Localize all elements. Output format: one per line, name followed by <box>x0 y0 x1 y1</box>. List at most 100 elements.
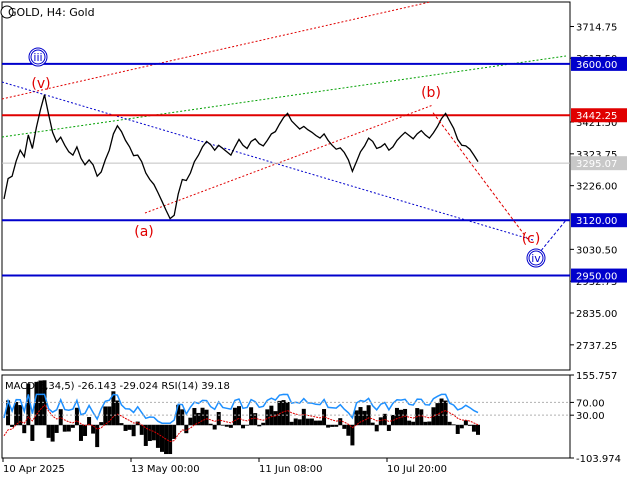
macd-histogram-bar <box>253 413 258 426</box>
macd-histogram-bar <box>119 423 124 426</box>
current-price-tag-background <box>571 156 627 171</box>
current-price-tag-label: 3295.07 <box>576 159 617 170</box>
macd-histogram-bar <box>435 403 440 426</box>
macd-histogram-bar <box>62 424 67 432</box>
macd-histogram-bar <box>192 407 197 426</box>
macd-histogram-bar <box>289 421 294 426</box>
macd-histogram-bar <box>107 406 112 426</box>
macd-histogram-bar <box>419 409 424 426</box>
macd-histogram-bar <box>362 410 367 426</box>
indicator-tick-label: -103.974 <box>576 454 621 465</box>
indicator-tick-label: 155.757 <box>576 371 617 382</box>
macd-histogram-bar <box>293 418 298 426</box>
wave-label: iv <box>531 252 541 265</box>
macd-histogram-bar <box>50 424 55 442</box>
indicator-tick-label: 70.00 <box>576 398 605 409</box>
wave-label: iii <box>33 51 42 64</box>
macd-histogram-bar <box>151 424 156 441</box>
macd-histogram-bar <box>115 400 120 426</box>
macd-histogram-bar <box>78 424 83 441</box>
macd-signal-line <box>3 404 479 443</box>
macd-histogram-bar <box>184 424 189 434</box>
macd-histogram-bar <box>111 391 116 426</box>
macd-histogram-bar <box>147 424 152 442</box>
wave-label: (v) <box>31 76 50 92</box>
rsi-line <box>3 393 479 424</box>
macd-histogram-bar <box>411 421 416 426</box>
macd-histogram-bar <box>70 424 75 428</box>
macd-histogram-bar <box>330 424 335 427</box>
macd-histogram-bar <box>228 424 233 428</box>
macd-histogram-bar <box>326 424 331 428</box>
level-price-tags: 3600.00 3442.25 3120.00 2950.00 3295.07 <box>571 56 627 283</box>
level-tag-background <box>571 56 627 71</box>
macd-histogram-bar <box>257 424 262 427</box>
macd-histogram-bar <box>427 421 432 426</box>
macd-histogram-bar <box>42 380 47 426</box>
macd-histogram-bar <box>22 424 27 434</box>
macd-histogram-bar <box>172 424 177 439</box>
level-tag-background <box>571 268 627 283</box>
chart-menu-icon[interactable] <box>0 5 14 19</box>
macd-histogram-bar <box>471 424 476 432</box>
macd-histogram-bar <box>265 409 270 426</box>
macd-histogram-bar <box>18 405 23 426</box>
level-tag-background <box>571 108 627 123</box>
macd-histogram-bar <box>342 424 347 429</box>
macd-histogram-bar <box>386 424 391 431</box>
macd-histogram-bar <box>83 424 88 436</box>
macd-histogram-bar <box>354 410 359 426</box>
wave-label: (b) <box>421 85 441 101</box>
macd-histogram-bar <box>346 424 351 436</box>
macd-histogram-bar <box>241 424 246 429</box>
lower-channel-line-blue <box>1 81 534 241</box>
macd-histogram-bar <box>204 409 209 426</box>
macd-histogram-bar <box>6 400 11 426</box>
wave-label-inner-circle <box>528 250 544 266</box>
price-tick-label: 3714.75 <box>576 23 617 34</box>
macd-histogram-bar <box>139 424 144 435</box>
wave-iv-projection-path <box>537 219 567 255</box>
macd-histogram-bar <box>58 409 63 426</box>
macd-histogram-bar <box>135 421 140 426</box>
time-tick-label: 13 May 00:00 <box>131 464 200 475</box>
time-tick-label: 10 Apr 2025 <box>3 464 65 475</box>
macd-histogram-bar <box>236 406 241 426</box>
a-b-channel-line <box>144 104 434 214</box>
macd-histogram-bar <box>297 419 302 426</box>
macd-histogram-bar <box>378 417 383 426</box>
macd-histogram-bar <box>366 405 371 426</box>
macd-histogram-bar <box>277 400 282 426</box>
macd-histogram-bar <box>180 409 185 426</box>
macd-histogram-bar <box>451 424 456 426</box>
macd-histogram-bar <box>394 407 399 426</box>
level-tag-label: 3442.25 <box>576 111 617 122</box>
macd-histogram-bar <box>305 418 310 426</box>
macd-histogram-bar <box>143 424 148 446</box>
macd-histogram-bar <box>160 424 164 452</box>
indicator-pane-frame <box>1 374 571 459</box>
time-axis[interactable]: 10 Apr 2025 13 May 00:00 11 Jun 08:00 10 Ju… <box>2 458 447 475</box>
macd-histogram-bar <box>313 420 318 426</box>
macd-histogram-bar <box>447 421 452 426</box>
macd-histogram-bar <box>74 407 79 426</box>
macd-histogram-bar <box>127 424 132 430</box>
wave-label: (a) <box>134 224 154 240</box>
macd-histogram-bar <box>99 422 104 426</box>
macd-histogram-bar <box>463 420 468 426</box>
level-tag-background <box>571 213 627 228</box>
macd-histogram-bar <box>103 406 108 426</box>
macd-histogram-bar <box>285 401 290 426</box>
wave-label-inner-circle <box>30 49 46 65</box>
macd-histogram-bar <box>318 420 322 426</box>
wave-labels: (v) (a) (b) (c) iii iv <box>28 47 546 268</box>
level-tag-label: 2950.00 <box>576 272 617 283</box>
macd-histogram-bar <box>399 409 404 426</box>
macd-histogram-bar <box>443 400 448 426</box>
price-tick-label: 2932.75 <box>576 277 617 288</box>
price-tick-label: 3323.75 <box>576 150 617 161</box>
price-tick-label: 3030.50 <box>576 245 617 256</box>
price-series-line <box>3 94 479 220</box>
